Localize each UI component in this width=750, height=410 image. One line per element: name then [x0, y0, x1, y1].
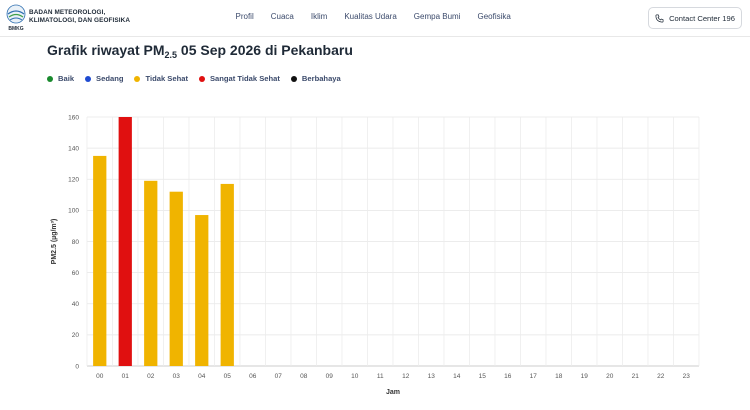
nav-item-kualitas-udara[interactable]: Kualitas Udara	[344, 12, 397, 21]
x-tick-label: 13	[428, 373, 436, 380]
bar	[144, 180, 158, 366]
x-tick-label: 09	[326, 373, 334, 380]
legend-dot	[47, 75, 53, 82]
x-tick-label: 03	[173, 373, 181, 380]
x-axis-title: Jam	[386, 389, 400, 396]
bar	[93, 155, 107, 366]
x-tick-label: 17	[530, 373, 538, 380]
bar	[220, 183, 234, 366]
nav-item-gempa-bumi[interactable]: Gempa Bumi	[413, 12, 461, 21]
legend-dot	[85, 75, 92, 82]
contact-center-label: Contact Center 196	[669, 13, 735, 23]
title-subscript: 2.5	[164, 50, 178, 60]
x-tick-label: 11	[377, 373, 384, 380]
legend-label: Berbahaya	[301, 74, 341, 83]
bar	[169, 191, 183, 366]
x-tick-label: 06	[249, 373, 257, 380]
nav-item-cuaca[interactable]: Cuaca	[270, 12, 294, 21]
x-tick-label: 00	[96, 373, 104, 380]
nav-item-geofisika[interactable]: Geofisika	[477, 12, 511, 21]
y-tick-label: 20	[72, 332, 80, 339]
x-tick-label: 10	[351, 373, 359, 380]
legend-label: Sangat Tidak Sehat	[209, 74, 280, 83]
legend-dot	[290, 75, 297, 82]
legend-label: Tidak Sehat	[145, 74, 188, 83]
nav-item-profil[interactable]: Profil	[235, 12, 254, 21]
logo-text: BMKG	[8, 26, 23, 32]
x-tick-label: 12	[402, 373, 410, 380]
x-tick-label: 04	[198, 373, 206, 380]
legend-label: Baik	[58, 74, 75, 83]
nav-item-iklim[interactable]: Iklim	[310, 12, 328, 21]
phone-icon	[655, 14, 664, 22]
y-axis-title: PM2.5 (µg/m³)	[51, 219, 58, 265]
bmkg-logo-icon[interactable]: BMKG	[5, 4, 27, 32]
top-header: BMKG BADAN METEOROLOGI, KLIMATOLOGI, DAN…	[0, 0, 750, 37]
y-tick-label: 40	[72, 301, 80, 308]
bar	[118, 117, 132, 366]
x-tick-label: 18	[555, 373, 563, 380]
chart-legend: Baik Sedang Tidak Sehat Sangat Tidak Seh…	[47, 74, 341, 83]
y-tick-label: 160	[68, 114, 79, 121]
y-tick-label: 0	[75, 363, 79, 370]
x-tick-label: 19	[581, 373, 589, 380]
legend-dot	[198, 75, 205, 82]
legend-item-berbahaya[interactable]: Berbahaya	[290, 74, 341, 83]
x-tick-label: 22	[657, 373, 665, 380]
x-tick-label: 16	[504, 373, 512, 380]
x-tick-label: 05	[224, 373, 232, 380]
y-tick-label: 120	[68, 177, 79, 184]
bar	[195, 215, 209, 366]
x-tick-label: 08	[300, 373, 308, 380]
x-tick-label: 14	[453, 373, 461, 380]
x-tick-label: 15	[479, 373, 487, 380]
contact-center-button[interactable]: Contact Center 196	[648, 7, 742, 29]
legend-item-sedang[interactable]: Sedang	[85, 74, 123, 83]
x-tick-label: 20	[606, 373, 614, 380]
org-name: BADAN METEOROLOGI, KLIMATOLOGI, DAN GEOF…	[29, 9, 131, 24]
y-tick-label: 60	[72, 270, 80, 277]
main-nav: Profil Cuaca Iklim Kualitas Udara Gempa …	[227, 12, 519, 21]
title-suffix: 05 Sep 2026 di Pekanbaru	[177, 42, 353, 58]
y-tick-label: 100	[68, 208, 79, 215]
x-tick-label: 21	[632, 373, 640, 380]
legend-item-tidak-sehat[interactable]: Tidak Sehat	[134, 74, 188, 83]
legend-item-sangat-tidak-sehat[interactable]: Sangat Tidak Sehat	[198, 74, 280, 83]
x-tick-label: 01	[122, 373, 130, 380]
x-tick-label: 02	[147, 373, 155, 380]
legend-label: Sedang	[96, 74, 124, 83]
y-tick-label: 80	[72, 239, 80, 246]
page-title: Grafik riwayat PM2.5 05 Sep 2026 di Peka…	[47, 42, 353, 60]
x-tick-label: 07	[275, 373, 283, 380]
legend-dot	[134, 75, 141, 82]
legend-item-baik[interactable]: Baik	[47, 74, 74, 83]
y-tick-label: 140	[68, 145, 79, 152]
title-prefix: Grafik riwayat PM	[47, 42, 165, 58]
x-tick-label: 23	[683, 373, 691, 380]
